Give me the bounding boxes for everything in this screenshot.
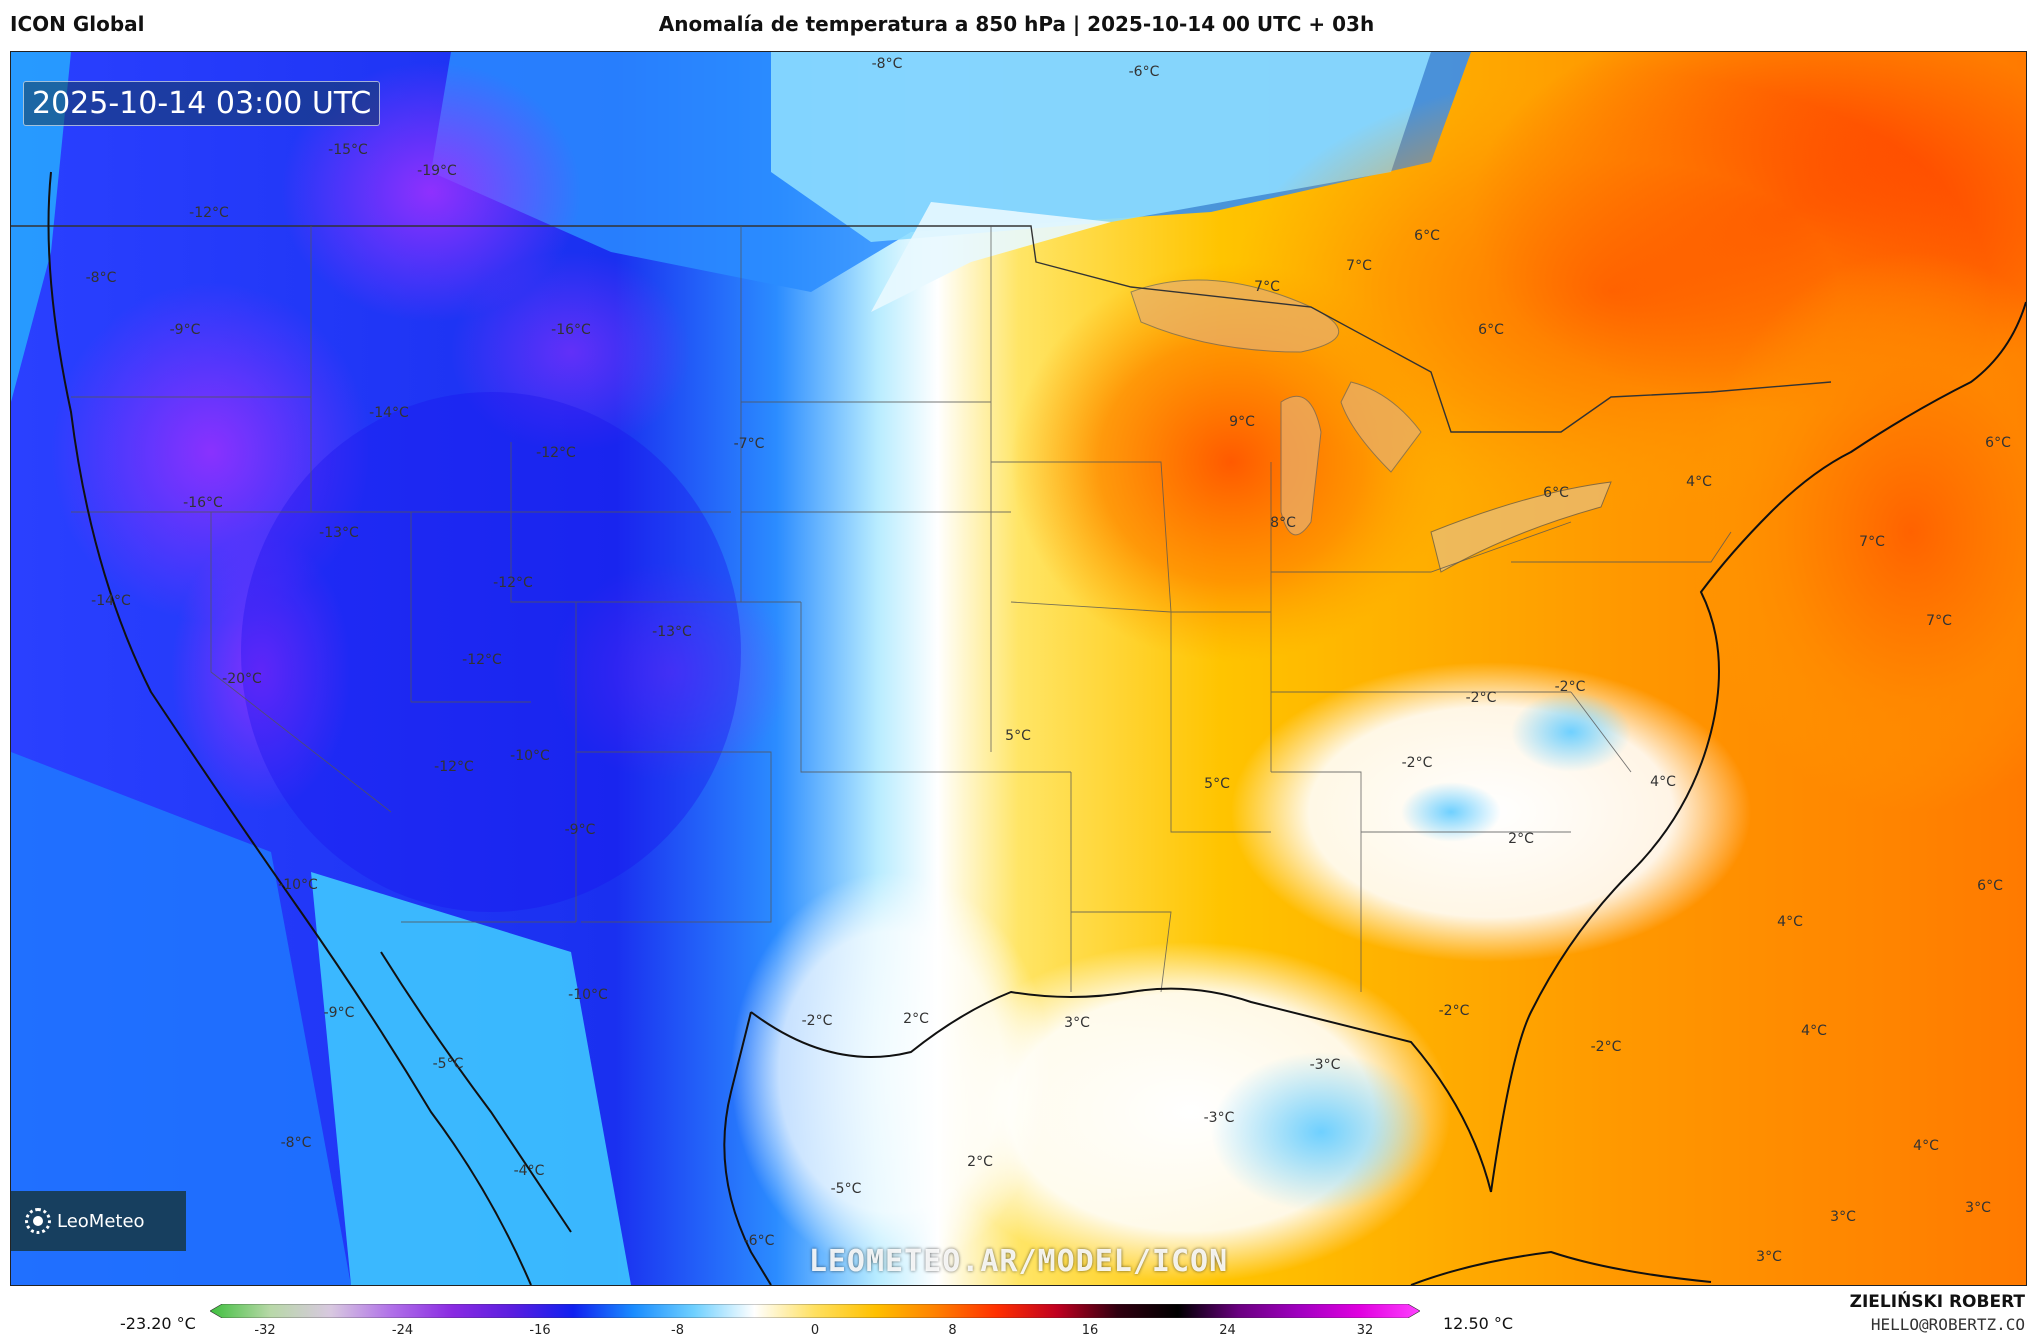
temperature-label: -10°C (510, 748, 550, 764)
temperature-label: -9°C (564, 822, 596, 838)
temperature-label: 4°C (1801, 1023, 1827, 1039)
colorbar-ticks: -32 -24 -16 -8 0 8 16 24 32 (210, 1323, 1420, 1338)
temperature-label: -2°C (1590, 1039, 1622, 1055)
temperature-label: -12°C (462, 652, 502, 668)
temperature-label: -6°C (1128, 64, 1160, 80)
colorbar-tick-label: 0 (810, 1323, 820, 1338)
author-name: ZIELIŃSKI ROBERT (1849, 1292, 2025, 1312)
temperature-label: 2°C (1508, 831, 1534, 847)
temperature-anomaly-field (11, 52, 2026, 1285)
logo-text: LeoMeteo (57, 1210, 145, 1232)
temperature-label: -14°C (91, 593, 131, 609)
temperature-label: -8°C (85, 270, 117, 286)
map-area[interactable]: 2025-10-14 03:00 UTC -8°C -6°C -15°C -19°C -… (10, 51, 2027, 1286)
temperature-label: 3°C (1965, 1200, 1991, 1216)
temperature-label: 3°C (1064, 1015, 1090, 1031)
temperature-label: 8°C (1270, 515, 1296, 531)
temperature-label: 4°C (1650, 774, 1676, 790)
temperature-label: -16°C (183, 495, 223, 511)
temperature-label: -10°C (568, 987, 608, 1003)
temperature-label: 6°C (1985, 435, 2011, 451)
temperature-label: 6°C (1414, 228, 1440, 244)
timestamp-badge: 2025-10-14 03:00 UTC (23, 81, 381, 126)
temperature-label: -10°C (278, 877, 318, 893)
temperature-label: 5°C (1005, 728, 1031, 744)
sun-logo-icon (25, 1208, 51, 1234)
colorbar-tick-label: 32 (1356, 1323, 1374, 1338)
map-title: Anomalía de temperatura a 850 hPa | 2025… (658, 12, 1375, 36)
temperature-label: -2°C (1438, 1003, 1470, 1019)
colorbar-tick-label: -8 (671, 1323, 684, 1338)
temperature-label: 7°C (1346, 258, 1372, 274)
colorbar-tick-label: -16 (529, 1323, 551, 1338)
temperature-label: 2°C (903, 1011, 929, 1027)
leometeo-logo[interactable]: LeoMeteo (11, 1191, 186, 1251)
temperature-label: -15°C (328, 142, 368, 158)
colorbar-tick-label: -32 (254, 1323, 276, 1338)
colorbar-min-label: -23.20 °C (120, 1314, 196, 1333)
temperature-label: 4°C (1913, 1138, 1939, 1154)
colorbar-tick-label: 8 (948, 1323, 957, 1338)
temperature-label: -12°C (189, 205, 229, 221)
temperature-label: -12°C (434, 759, 474, 775)
temperature-label: -5°C (432, 1056, 464, 1072)
temperature-label: 5°C (1204, 776, 1230, 792)
temperature-label: -13°C (319, 525, 359, 541)
temperature-label: -5°C (830, 1181, 862, 1197)
temperature-label: -16°C (551, 322, 591, 338)
temperature-label: 2°C (967, 1154, 993, 1170)
temperature-label: -3°C (1309, 1057, 1341, 1073)
model-name: ICON Global (10, 12, 145, 36)
temperature-label: 7°C (1926, 613, 1952, 629)
temperature-label: -13°C (652, 624, 692, 640)
temperature-label: -9°C (169, 322, 201, 338)
temperature-label: -9°C (323, 1005, 355, 1021)
temperature-label: -6°C (743, 1233, 775, 1249)
temperature-label: -2°C (1554, 679, 1586, 695)
temperature-label: -8°C (280, 1135, 312, 1151)
temperature-label: -19°C (417, 163, 457, 179)
temperature-label: 7°C (1254, 279, 1280, 295)
header: ICON Global Anomalía de temperatura a 85… (0, 0, 2033, 50)
temperature-label: -12°C (493, 575, 533, 591)
footer: -23.20 °C -32 -24 -16 -8 0 8 16 24 32 12.50 °C Z… (0, 1288, 2033, 1339)
temperature-label: 6°C (1543, 485, 1569, 501)
temperature-label: 9°C (1229, 414, 1255, 430)
temperature-label: -12°C (536, 445, 576, 461)
colorbar-tick-label: 24 (1219, 1323, 1236, 1338)
temperature-label: 6°C (1478, 322, 1504, 338)
colorbar (210, 1304, 1420, 1318)
temperature-label: -20°C (222, 671, 262, 687)
temperature-label: -2°C (1465, 690, 1497, 706)
temperature-label: -2°C (801, 1013, 833, 1029)
temperature-label: -7°C (733, 436, 765, 452)
temperature-label: -3°C (1203, 1110, 1235, 1126)
temperature-label: -8°C (871, 56, 903, 72)
temperature-label: -2°C (1401, 755, 1433, 771)
temperature-label: -14°C (369, 405, 409, 421)
temperature-label: 4°C (1777, 914, 1803, 930)
temperature-label: 3°C (1830, 1209, 1856, 1225)
temperature-label: 6°C (1977, 878, 2003, 894)
temperature-label: 3°C (1756, 1249, 1782, 1265)
colorbar-tick-label: -24 (391, 1323, 414, 1338)
site-watermark: LEOMETEO.AR/MODEL/ICON (808, 1244, 1229, 1279)
temperature-label: -4°C (513, 1163, 545, 1179)
temperature-label: 7°C (1859, 534, 1885, 550)
author-email[interactable]: HELLO@ROBERTZ.CO (1870, 1315, 2025, 1334)
temperature-label: 4°C (1686, 474, 1712, 490)
colorbar-max-label: 12.50 °C (1443, 1314, 1514, 1333)
colorbar-tick-label: 16 (1081, 1323, 1099, 1338)
